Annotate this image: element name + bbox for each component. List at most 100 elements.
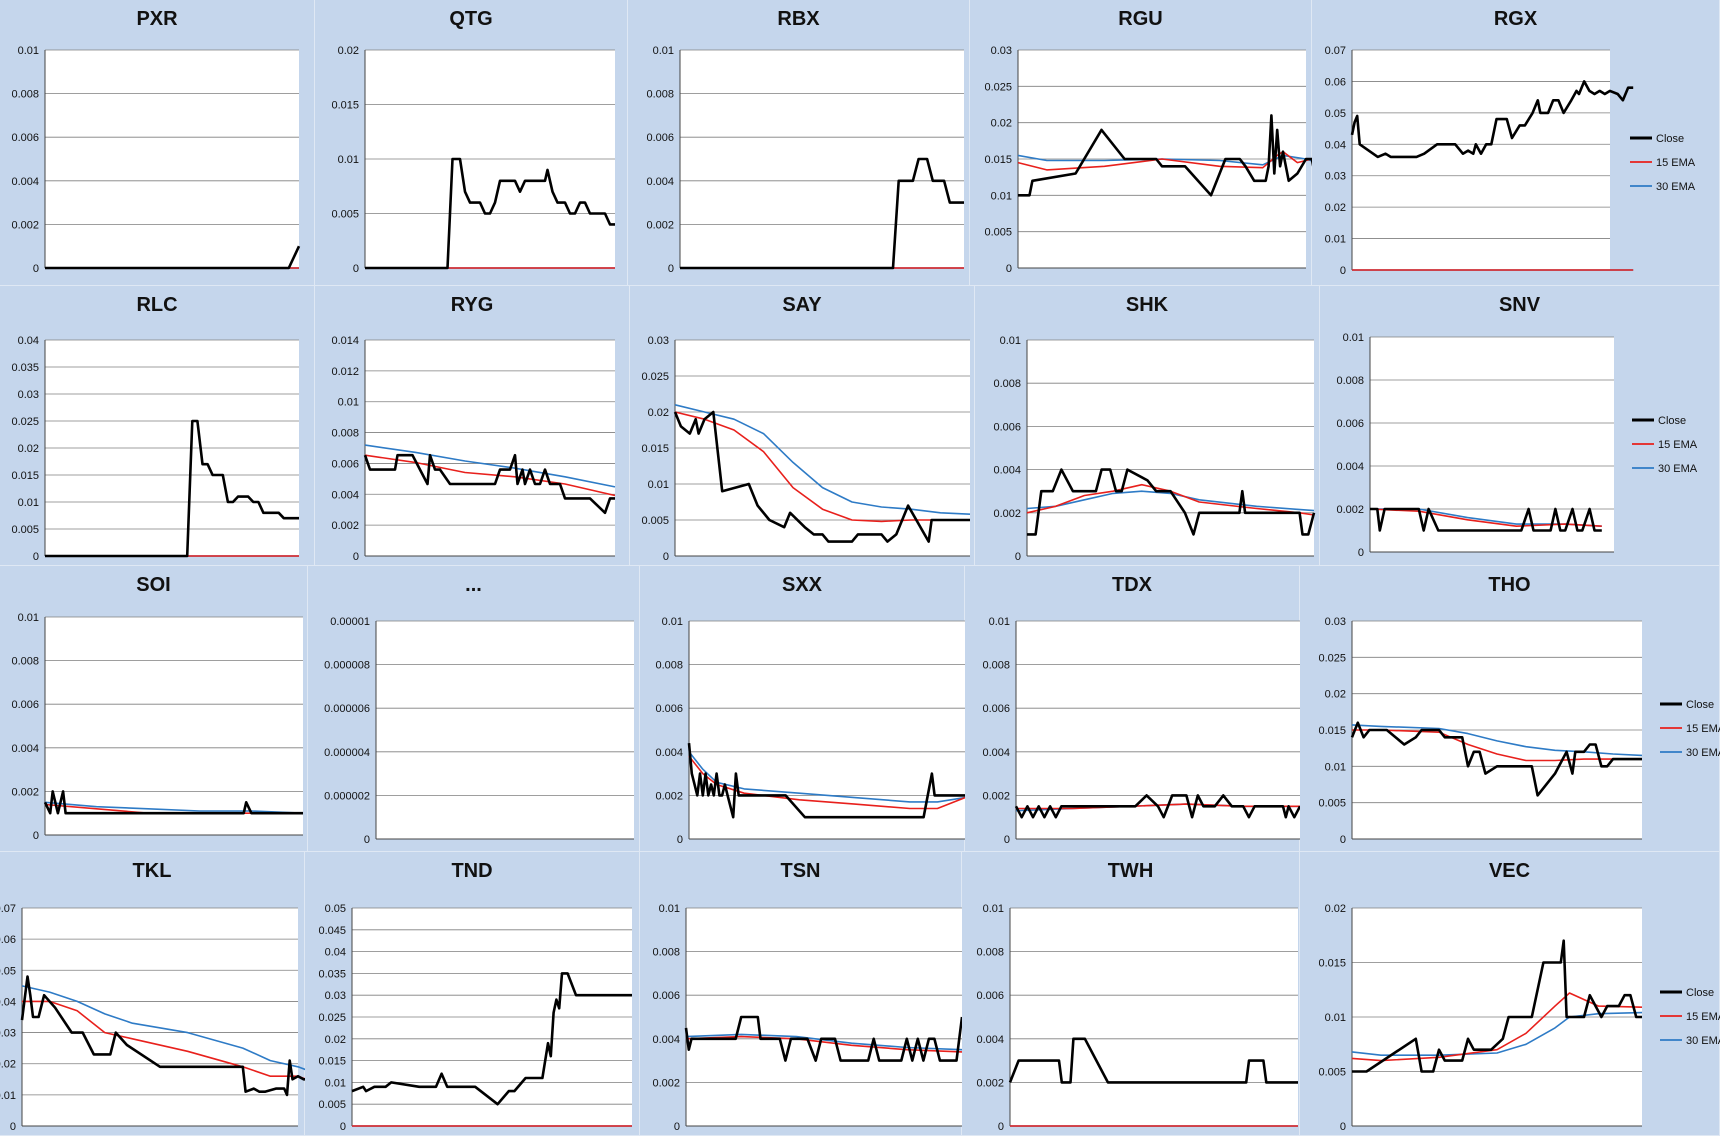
series-line-close <box>1370 507 1602 532</box>
legend-label: 15 EMA <box>1658 439 1698 451</box>
y-tick-label: 0.000004 <box>324 747 370 759</box>
chart-panel-ryg: RYG 0 0.002 0.004 0.006 0.008 0.01 0.012 0.014 <box>315 286 630 566</box>
y-tick-label: 0.008 <box>976 947 1004 959</box>
y-tick-label: 0.01 <box>1325 234 1346 246</box>
y-tick-label: 0.004 <box>982 747 1010 759</box>
chart-svg: 0 0.002 0.004 0.006 0.008 0.01 <box>11 45 301 275</box>
legend-label: 30 EMA <box>1686 1035 1720 1047</box>
chart-panel-rgx: RGX 0 0.01 0.02 0.03 0.04 0.05 0.06 0.07 Close 15 … <box>1312 0 1720 286</box>
series-line-close <box>45 419 299 558</box>
y-tick-label: 0.005 <box>318 1099 346 1111</box>
legend-label: 30 EMA <box>1686 747 1720 759</box>
y-tick-label: 0.014 <box>331 335 359 347</box>
series-line-30-ema <box>1017 154 1312 166</box>
series-line-15-ema <box>1369 508 1602 527</box>
chart-svg: 0 0.002 0.004 0.006 0.008 0.01 <box>11 612 304 842</box>
y-tick-label: 0 <box>1006 263 1012 275</box>
y-tick-label: 0.04 <box>0 996 16 1008</box>
series-line-15-ema <box>1017 150 1312 171</box>
y-tick-label: 0.015 <box>1318 725 1346 737</box>
chart-svg: 0 0.005 0.01 0.015 0.02 0.025 0.03 Close 15 EMA 3… <box>1318 616 1720 846</box>
y-tick-label: 0.004 <box>11 176 39 188</box>
chart-panel-ellipsis: ... 0 0.000002 0.000004 0.000006 0.000008 0.00… <box>308 566 640 852</box>
y-tick-label: 0.01 <box>0 1090 16 1102</box>
chart-svg: 0 0.005 0.01 0.015 0.02 0.025 0.03 <box>641 335 971 563</box>
y-tick-label: 0.004 <box>993 465 1021 477</box>
series-line-30-ema <box>21 985 305 1071</box>
y-tick-label: 0.035 <box>318 968 346 980</box>
series-line-15-ema <box>688 755 965 810</box>
y-tick-label: 0 <box>677 834 683 846</box>
y-tick-label: 0.01 <box>659 903 680 915</box>
y-tick-label: 0.006 <box>646 132 674 144</box>
plot-area <box>1352 50 1610 270</box>
y-tick-label: 0.015 <box>641 443 669 455</box>
y-tick-label: 0.01 <box>325 1077 346 1089</box>
chart-svg: 0 0.002 0.004 0.006 0.008 0.01 <box>993 335 1316 563</box>
y-tick-label: 0.025 <box>11 416 39 428</box>
y-tick-label: 0 <box>1004 834 1010 846</box>
y-tick-label: 0.05 <box>1325 108 1346 120</box>
chart-title: TWH <box>1107 860 1154 882</box>
chart-title: QTG <box>449 8 493 30</box>
y-tick-label: 0.02 <box>325 1034 346 1046</box>
series-line-15-ema <box>674 411 970 523</box>
y-tick-label: 0 <box>1340 834 1346 846</box>
chart-panel-twh: TWH 0 0.002 0.004 0.006 0.008 0.01 <box>962 852 1300 1136</box>
y-tick-label: 0.004 <box>652 1034 680 1046</box>
chart-title: TND <box>451 860 493 882</box>
series-line-close <box>1350 721 1642 797</box>
y-tick-label: 0.015 <box>318 1056 346 1068</box>
y-tick-label: 0.01 <box>1325 761 1346 773</box>
chart-panel-shk: SHK 0 0.002 0.004 0.006 0.008 0.01 <box>975 286 1320 566</box>
y-tick-label: 0.002 <box>11 219 39 231</box>
series-line-close <box>1352 939 1642 1073</box>
chart-title: SHK <box>1125 294 1169 316</box>
y-tick-label: 0.006 <box>331 458 359 470</box>
series-line-close <box>684 1015 962 1062</box>
plot-area <box>1027 340 1314 556</box>
chart-svg: 0 0.000002 0.000004 0.000006 0.000008 0.00001 <box>324 616 634 846</box>
y-tick-label: 0.045 <box>318 925 346 937</box>
chart-svg: 0 0.005 0.01 0.015 0.02 <box>331 45 615 275</box>
y-tick-label: 0.002 <box>993 508 1021 520</box>
y-tick-label: 0.03 <box>648 335 669 347</box>
y-tick-label: 0.04 <box>18 335 39 347</box>
y-tick-label: 0.008 <box>11 89 39 101</box>
y-tick-label: 0.006 <box>982 703 1010 715</box>
y-tick-label: 0 <box>663 551 669 563</box>
chart-panel-say: SAY 0 0.005 0.01 0.015 0.02 0.025 0.03 <box>630 286 975 566</box>
y-tick-label: 0.002 <box>976 1077 1004 1089</box>
series-line-close <box>45 245 301 270</box>
y-tick-label: 0 <box>998 1121 1004 1133</box>
y-tick-label: 0.03 <box>1325 616 1346 628</box>
y-tick-label: 0.01 <box>1325 1012 1346 1024</box>
chart-title: TKL <box>132 860 172 882</box>
y-tick-label: 0.005 <box>1318 1067 1346 1079</box>
y-tick-label: 0.004 <box>655 747 683 759</box>
y-tick-label: 0.006 <box>1336 418 1364 430</box>
y-tick-label: 0.01 <box>991 190 1012 202</box>
legend-label: Close <box>1656 133 1684 145</box>
y-tick-label: 0.02 <box>991 118 1012 130</box>
y-tick-label: 0 <box>33 830 39 842</box>
chart-svg: 0 0.01 0.02 0.03 0.04 0.05 0.06 0.07 Close 15 EMA… <box>1325 45 1696 277</box>
y-tick-label: 0 <box>353 551 359 563</box>
chart-panel-soi: SOI 0 0.002 0.004 0.006 0.008 0.01 <box>0 566 308 852</box>
y-tick-label: 0.01 <box>983 903 1004 915</box>
y-tick-label: 0.004 <box>1336 461 1364 473</box>
series-line-15-ema <box>1026 483 1315 516</box>
chart-panel-snv: SNV 0 0.002 0.004 0.006 0.008 0.01 Close 15 EMA 3… <box>1320 286 1720 566</box>
chart-svg: 0 0.002 0.004 0.006 0.008 0.01 0.012 0.014 <box>331 335 616 563</box>
y-tick-label: 0.002 <box>652 1077 680 1089</box>
y-tick-label: 0.000006 <box>324 703 370 715</box>
legend-label: Close <box>1658 415 1686 427</box>
series-line-30-ema <box>1351 1011 1643 1056</box>
chart-title: VEC <box>1488 860 1531 882</box>
y-tick-label: 0.002 <box>982 790 1010 802</box>
plot-area <box>22 908 298 1126</box>
chart-title: RLC <box>136 294 178 316</box>
y-tick-label: 0.03 <box>18 389 39 401</box>
y-tick-label: 0.015 <box>331 100 359 112</box>
